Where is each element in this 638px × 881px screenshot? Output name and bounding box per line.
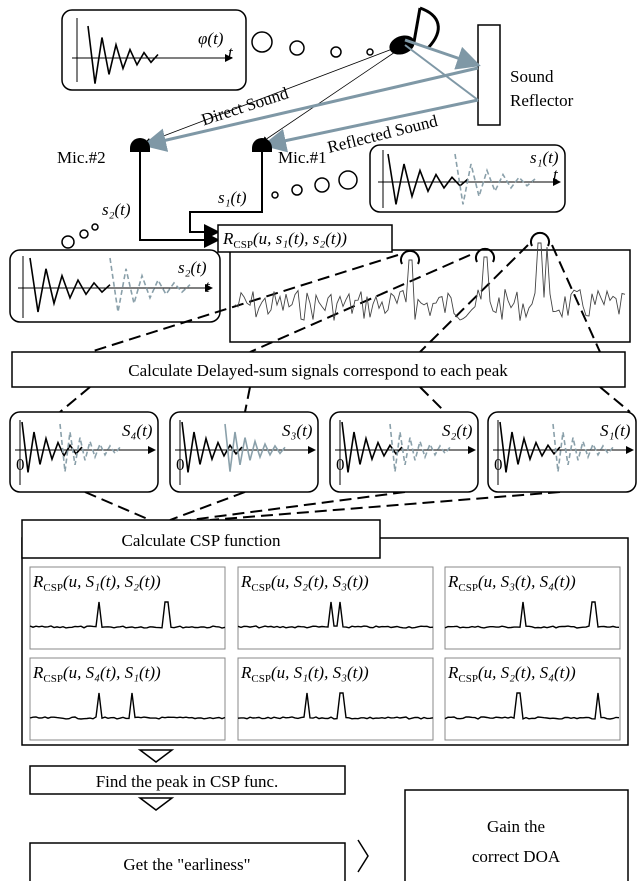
args: (u, S₁(t), S₃(t))	[271, 663, 369, 682]
sub: CSP	[43, 582, 63, 594]
bubble	[339, 171, 357, 189]
r: R	[447, 572, 459, 591]
arrow-down	[140, 750, 172, 762]
args: (u, S₂(t), S₃(t))	[271, 572, 369, 591]
arrow-down	[140, 798, 172, 810]
signal-label: s₂(t)	[178, 258, 207, 277]
r: R	[240, 663, 252, 682]
bubble	[292, 185, 302, 195]
csp-signal-box	[230, 250, 630, 342]
phi-label: φ(t)	[198, 29, 224, 48]
sub: CSP	[458, 673, 478, 685]
signal-label: S₄(t)	[122, 421, 153, 440]
result: Gain the	[487, 817, 545, 836]
r: R	[222, 229, 234, 248]
r: R	[240, 572, 252, 591]
args: (u, S₁(t), S₂(t))	[63, 572, 161, 591]
signal-label: S₃(t)	[282, 421, 313, 440]
r: R	[32, 572, 44, 591]
signal-label: s₁(t)	[218, 188, 247, 207]
csp-title: Calculate CSP function	[122, 531, 281, 550]
signal-label: s₂(t)	[102, 200, 131, 219]
bubble	[331, 47, 341, 57]
delayed-sum-title: Calculate Delayed-sum signals correspond…	[128, 361, 508, 380]
signal-label: S₂(t)	[442, 421, 473, 440]
args: (u, S₄(t), S₁(t))	[63, 663, 161, 682]
sub: CSP	[458, 582, 478, 594]
peak-marker	[531, 233, 549, 246]
signal-boxes: S₄(t)0S₃(t)0S₂(t)0S₁(t)0	[10, 412, 636, 492]
reflector	[478, 25, 500, 125]
mic-1	[252, 138, 272, 152]
find-peak: Find the peak in CSP func.	[96, 772, 279, 791]
bubble	[315, 178, 329, 192]
args: (u, S₃(t), S₄(t))	[478, 572, 576, 591]
args: (u, S₂(t), S₄(t))	[478, 663, 576, 682]
signal-label: S₁(t)	[600, 421, 631, 440]
wire-2	[140, 152, 218, 240]
bubble	[272, 192, 278, 198]
bubble	[290, 41, 304, 55]
sub: CSP	[43, 673, 63, 685]
earliness: Get the "earliness"	[123, 855, 250, 874]
bubble	[92, 224, 98, 230]
bubble	[367, 49, 373, 55]
bubble	[252, 32, 272, 52]
sub: CSP	[251, 673, 271, 685]
mic-label: Mic.#2	[57, 148, 106, 167]
mic-2	[130, 138, 150, 152]
args: (u, s₁(t), s₂(t))	[253, 229, 347, 248]
r: R	[32, 663, 44, 682]
reflector-label: Reflector	[510, 91, 574, 110]
phi-box	[62, 10, 246, 90]
bubble	[62, 236, 74, 248]
layout: S₄(t)0S₃(t)0S₂(t)0S₁(t)0 RCSP(u, S₁(t), …	[10, 8, 636, 881]
arrow-right	[358, 840, 368, 872]
r: R	[447, 663, 459, 682]
sub: CSP	[251, 582, 271, 594]
result: correct DOA	[472, 847, 561, 866]
sub: CSP	[233, 239, 253, 251]
reflector-label: Sound	[510, 67, 554, 86]
diagram: S₄(t)0S₃(t)0S₂(t)0S₁(t)0 RCSP(u, S₁(t), …	[0, 0, 638, 881]
mic-label: Mic.#1	[278, 148, 327, 167]
bubble	[80, 230, 88, 238]
